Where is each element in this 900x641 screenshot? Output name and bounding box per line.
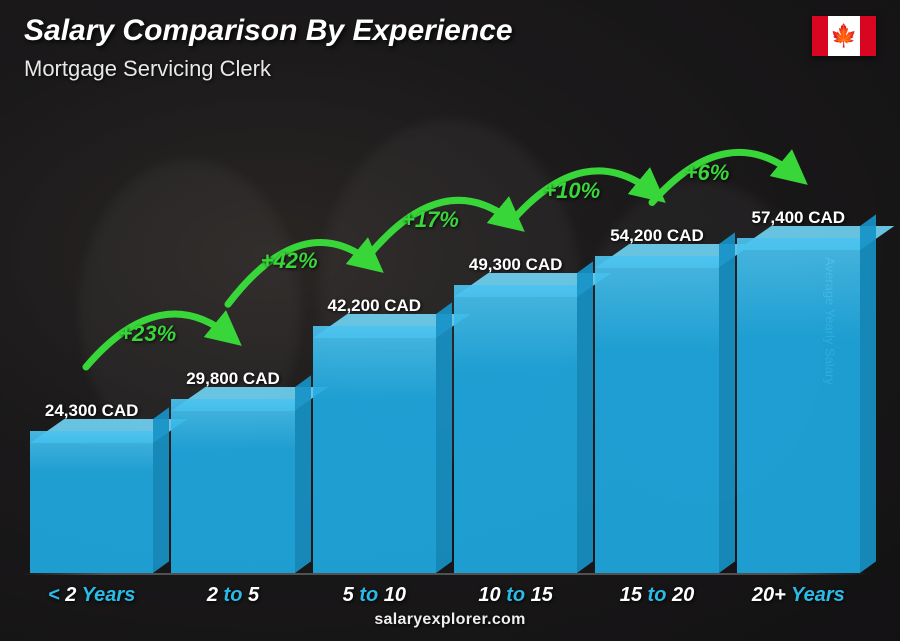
bar-front-face xyxy=(313,326,436,573)
bar-slot: 24,300 CAD< 2 Years xyxy=(30,110,153,573)
bar-slot: 42,200 CAD5 to 10+42% xyxy=(313,110,436,573)
bar-front-face xyxy=(171,399,294,573)
bar-front-face xyxy=(737,238,860,573)
bar-side-face xyxy=(153,407,169,573)
bar-value-label: 49,300 CAD xyxy=(469,255,563,275)
bar-front-face xyxy=(595,256,718,573)
bar-side-face xyxy=(577,261,593,573)
salary-chart: Salary Comparison By Experience Mortgage… xyxy=(0,0,900,641)
bar-slot: 54,200 CAD15 to 20+10% xyxy=(595,110,718,573)
bar-slot: 29,800 CAD2 to 5+23% xyxy=(171,110,294,573)
bar xyxy=(595,256,718,573)
baseline xyxy=(20,573,870,575)
bar xyxy=(454,285,577,573)
bar-slot: 57,400 CAD20+ Years+6% xyxy=(737,110,860,573)
bar xyxy=(171,399,294,573)
bars-area: 24,300 CAD< 2 Years29,800 CAD2 to 5+23%4… xyxy=(30,110,860,573)
bar xyxy=(737,238,860,573)
bar-front-face xyxy=(454,285,577,573)
bar-slot: 49,300 CAD10 to 15+17% xyxy=(454,110,577,573)
bar-side-face xyxy=(719,232,735,573)
flag-leaf-icon: 🍁 xyxy=(828,16,860,56)
bar xyxy=(30,431,153,573)
bar-value-label: 24,300 CAD xyxy=(45,401,139,421)
bar-value-label: 42,200 CAD xyxy=(328,296,422,316)
bar-front-face xyxy=(30,431,153,573)
category-label: 20+ Years xyxy=(712,584,885,607)
footer-attribution: salaryexplorer.com xyxy=(0,611,900,629)
bar-side-face xyxy=(436,302,452,573)
canada-flag-icon: 🍁 xyxy=(812,16,876,56)
bar-value-label: 54,200 CAD xyxy=(610,226,704,246)
bar-value-label: 29,800 CAD xyxy=(186,369,280,389)
chart-subtitle: Mortgage Servicing Clerk xyxy=(24,56,271,82)
flag-band-left xyxy=(812,16,828,56)
bar-side-face xyxy=(295,375,311,573)
flag-band-right xyxy=(860,16,876,56)
bar-value-label: 57,400 CAD xyxy=(752,208,846,228)
chart-title: Salary Comparison By Experience xyxy=(24,14,513,48)
bar xyxy=(313,326,436,573)
bar-side-face xyxy=(860,214,876,573)
